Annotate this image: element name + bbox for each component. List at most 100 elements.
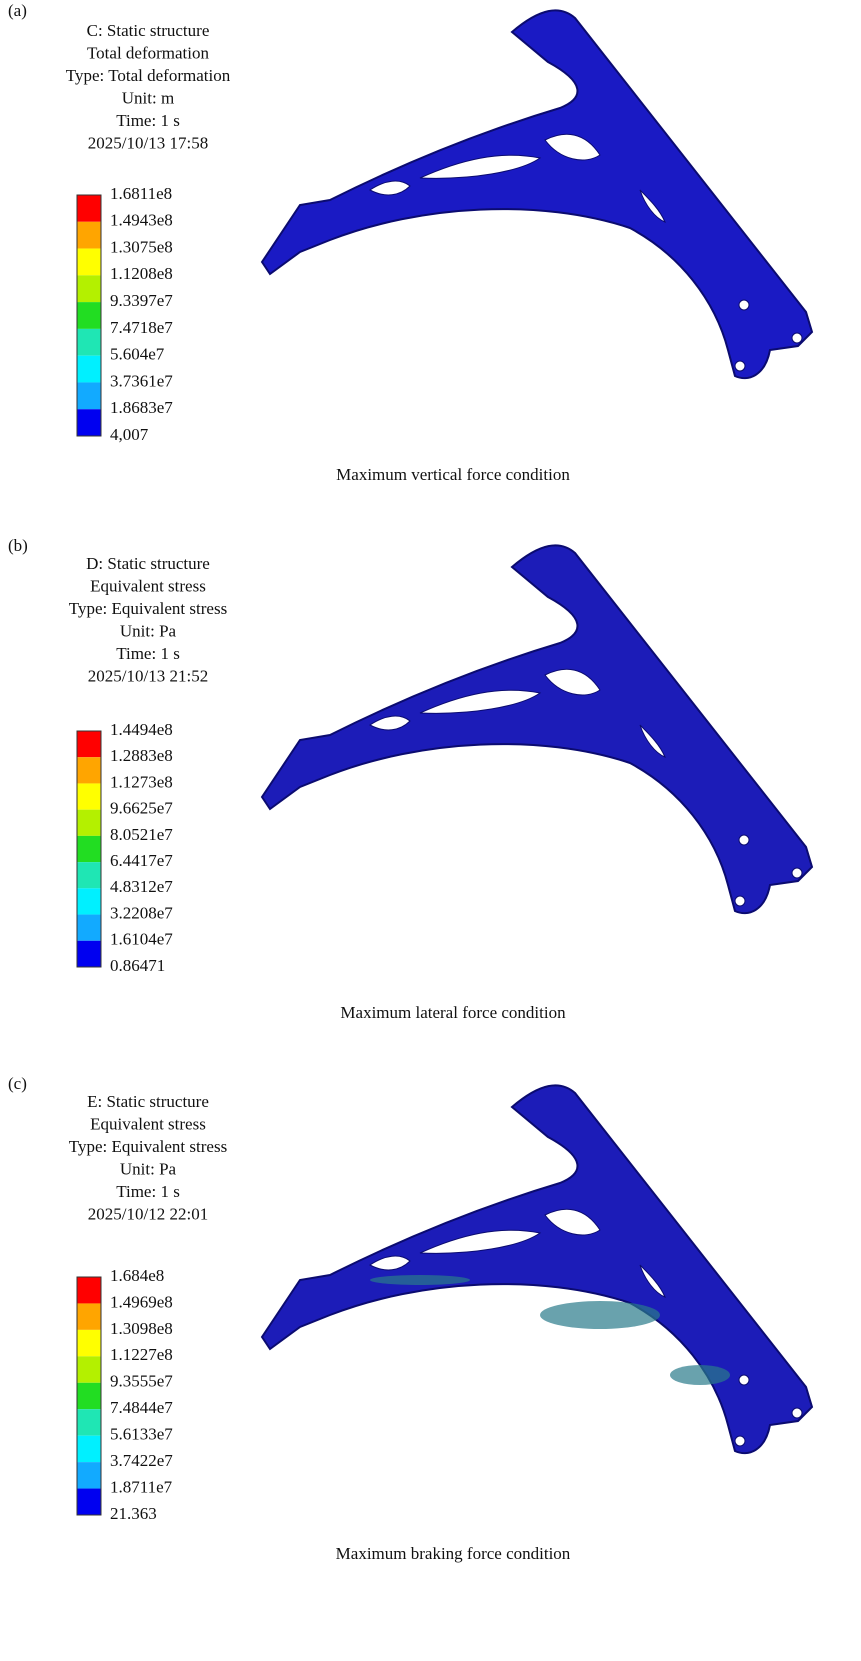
legend-label: 1.6104e7: [110, 930, 173, 949]
legend-swatch: [77, 1489, 101, 1515]
header-line: D: Static structure: [86, 554, 210, 573]
bolt-hole: [739, 835, 749, 845]
control-arm: [262, 545, 812, 913]
header-line: Time: 1 s: [116, 111, 180, 130]
arm-body: [262, 545, 812, 913]
panel-label: (b): [8, 536, 28, 555]
arm-body: [262, 10, 812, 378]
control-arm: [262, 1085, 812, 1453]
legend-label: 9.3397e7: [110, 291, 173, 310]
bolt-hole: [792, 868, 802, 878]
stress-region: [670, 1365, 730, 1385]
legend-label: 1.1273e8: [110, 772, 173, 791]
legend-swatch: [77, 1356, 101, 1382]
legend-label: 1.4494e8: [110, 720, 173, 739]
stress-region: [540, 1301, 660, 1329]
legend-swatch: [77, 302, 101, 329]
bolt-hole: [792, 1408, 802, 1418]
legend-label: 1.6811e8: [110, 184, 172, 203]
legend-swatch: [77, 1277, 101, 1303]
caption: Maximum lateral force condition: [340, 1003, 566, 1022]
legend-swatch: [77, 1409, 101, 1435]
legend-label: 1.4943e8: [110, 211, 173, 230]
legend-swatch: [77, 862, 101, 888]
legend-swatch: [77, 1436, 101, 1462]
legend-label: 0.86471: [110, 956, 165, 975]
bolt-hole: [792, 333, 802, 343]
legend-label: 1.684e8: [110, 1266, 164, 1285]
legend-label: 1.4969e8: [110, 1292, 173, 1311]
legend-label: 8.0521e7: [110, 825, 173, 844]
stress-region: [370, 1275, 470, 1285]
header-line: Equivalent stress: [90, 1114, 206, 1133]
header-line: Time: 1 s: [116, 1182, 180, 1201]
legend-swatch: [77, 249, 101, 276]
header-line: 2025/10/13 21:52: [88, 666, 208, 685]
legend-label: 3.7361e7: [110, 371, 173, 390]
legend-swatch: [77, 783, 101, 809]
panel-label: (c): [8, 1074, 27, 1093]
legend-swatch: [77, 329, 101, 356]
legend-swatch: [77, 915, 101, 941]
page: {"panels": [ {"label": "(a)", "header": …: [0, 0, 861, 1661]
legend-swatch: [77, 222, 101, 249]
legend-label: 1.3075e8: [110, 237, 173, 256]
legend-label: 3.2208e7: [110, 903, 173, 922]
bolt-hole: [739, 300, 749, 310]
header-line: 2025/10/13 17:58: [88, 133, 208, 152]
panel-label: (a): [8, 1, 27, 20]
legend-label: 5.6133e7: [110, 1425, 173, 1444]
legend-swatch: [77, 356, 101, 383]
control-arm: [262, 10, 812, 378]
legend-swatch: [77, 1462, 101, 1488]
legend-label: 1.8711e7: [110, 1477, 173, 1496]
legend-swatch: [77, 941, 101, 967]
header-line: Equivalent stress: [90, 576, 206, 595]
bolt-hole: [735, 1436, 745, 1446]
header-line: Type: Equivalent stress: [69, 599, 227, 618]
legend-label: 1.1208e8: [110, 264, 173, 283]
legend-label: 1.3098e8: [110, 1319, 173, 1338]
legend-swatch: [77, 195, 101, 222]
header-line: Total deformation: [87, 43, 210, 62]
legend-swatch: [77, 731, 101, 757]
legend-label: 1.8683e7: [110, 398, 173, 417]
header-line: Type: Total deformation: [66, 66, 231, 85]
legend-swatch: [77, 836, 101, 862]
legend-swatch: [77, 810, 101, 836]
legend-swatch: [77, 757, 101, 783]
bolt-hole: [735, 361, 745, 371]
legend-swatch: [77, 1303, 101, 1329]
header-line: 2025/10/12 22:01: [88, 1204, 208, 1223]
legend-swatch: [77, 1330, 101, 1356]
header-line: Unit: m: [122, 88, 174, 107]
bolt-hole: [735, 896, 745, 906]
legend-swatch: [77, 275, 101, 302]
legend-label: 21.363: [110, 1504, 157, 1523]
legend-label: 3.7422e7: [110, 1451, 173, 1470]
header-line: E: Static structure: [87, 1092, 209, 1111]
header-line: C: Static structure: [87, 21, 210, 40]
legend-label: 9.3555e7: [110, 1372, 173, 1391]
caption: Maximum braking force condition: [336, 1544, 571, 1563]
header-line: Unit: Pa: [120, 621, 177, 640]
legend-swatch: [77, 382, 101, 409]
legend-swatch: [77, 409, 101, 436]
legend-label: 9.6625e7: [110, 799, 173, 818]
legend-label: 1.1227e8: [110, 1345, 173, 1364]
bolt-hole: [739, 1375, 749, 1385]
header-line: Type: Equivalent stress: [69, 1137, 227, 1156]
legend-swatch: [77, 1383, 101, 1409]
caption: Maximum vertical force condition: [336, 465, 570, 484]
arm-body: [262, 1085, 812, 1453]
legend-label: 6.4417e7: [110, 851, 173, 870]
header-line: Time: 1 s: [116, 644, 180, 663]
legend-swatch: [77, 888, 101, 914]
legend-label: 5.604e7: [110, 345, 165, 364]
legend-label: 7.4844e7: [110, 1398, 173, 1417]
legend-label: 7.4718e7: [110, 318, 173, 337]
header-line: Unit: Pa: [120, 1159, 177, 1178]
legend-label: 4,007: [110, 425, 149, 444]
legend-label: 4.8312e7: [110, 877, 173, 896]
legend-label: 1.2883e8: [110, 746, 173, 765]
